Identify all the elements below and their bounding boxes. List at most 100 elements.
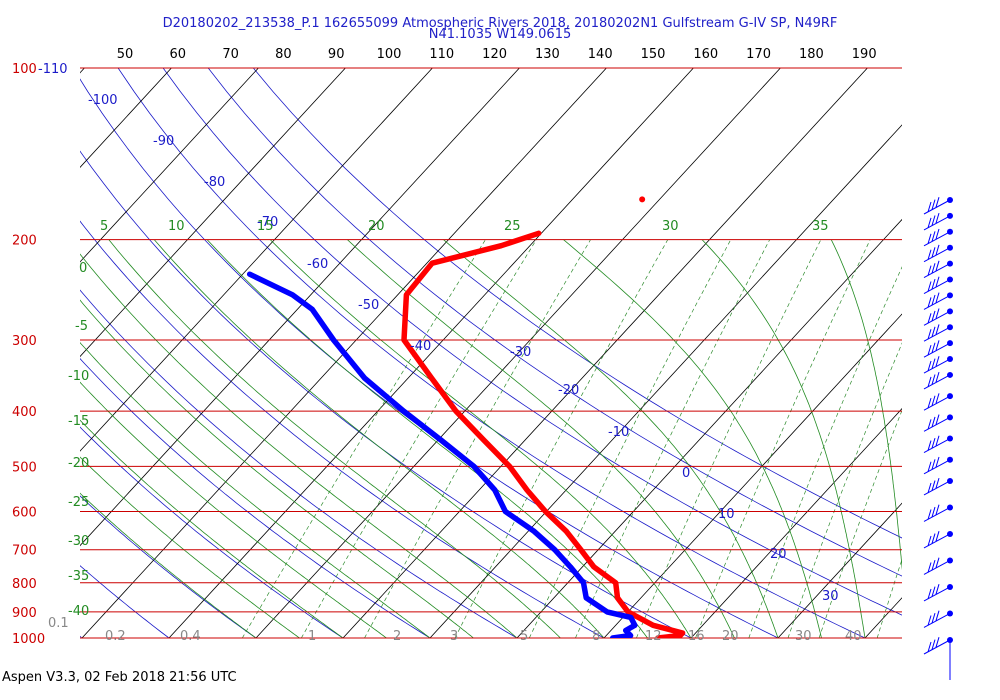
moist-adiabat-line — [563, 239, 822, 638]
wind-barb-flag — [931, 639, 936, 650]
mixing-ratio-label: 5 — [520, 629, 528, 644]
sounding-profiles — [246, 196, 686, 638]
pressure-label: 200 — [12, 234, 37, 249]
top-tick-label: 50 — [117, 47, 134, 62]
wind-barb-flag — [927, 509, 932, 520]
wind-barb — [923, 340, 953, 358]
moist-adiabat-label: 25 — [504, 219, 521, 234]
mixing-ratio-line — [636, 239, 822, 638]
wind-barb-flag — [931, 533, 936, 544]
wind-barb-flag — [931, 294, 936, 306]
mixing-ratio-line — [787, 342, 902, 638]
wind-barb-flag — [927, 440, 932, 451]
mixing-ratio-label: 0.4 — [180, 629, 201, 644]
dry-adiabat-label: -80 — [204, 175, 225, 190]
top-tick-label: 180 — [799, 47, 824, 62]
dry-adiabat-label: -60 — [307, 257, 328, 272]
pressure-label: 100 — [12, 62, 37, 77]
dry-adiabat-line — [80, 150, 692, 638]
mixing-ratio-label: 2 — [393, 629, 401, 644]
isotherm-line — [429, 124, 902, 638]
isotherm-line — [80, 68, 172, 168]
wind-barb-flag — [927, 461, 932, 472]
isotherm-line — [80, 68, 259, 263]
dry-adiabat-line — [117, 68, 866, 638]
moist-adiabat-label: 20 — [368, 219, 385, 234]
moist-adiabat-line — [80, 456, 300, 638]
top-tick-label: 130 — [535, 47, 560, 62]
wind-barb-flag — [927, 535, 932, 547]
pressure-label: 800 — [12, 577, 37, 592]
isobars — [80, 67, 902, 639]
dry-adiabat-line — [80, 495, 257, 638]
isotherm-line — [255, 68, 781, 638]
isotherm-line — [80, 68, 346, 358]
wind-barb-flag — [935, 244, 940, 256]
wind-barb-flag — [935, 324, 940, 335]
wind-barb-flag — [927, 281, 932, 292]
wind-barb-flag — [931, 326, 936, 337]
wind-barb — [923, 324, 953, 342]
dry-adiabat-label: 10 — [718, 507, 735, 522]
wind-barb-flag — [927, 249, 932, 260]
dry-adiabat-label: -40 — [410, 339, 431, 354]
top-tick-label: 190 — [852, 47, 877, 62]
moist-adiabat-label: -20 — [68, 456, 89, 471]
wind-barb-flag — [935, 228, 940, 240]
isotherm-line — [0, 55, 9, 650]
wind-barb — [923, 292, 953, 310]
moist-adiabat-line — [701, 239, 866, 638]
wind-barb-flag — [935, 504, 940, 515]
temperature-profile-line — [401, 230, 686, 638]
dry-adiabat-line — [80, 426, 344, 638]
dry-adiabat-line — [252, 68, 902, 539]
wind-barb-flag — [935, 276, 940, 287]
wind-barb-flag — [931, 506, 936, 518]
wind-barb-flag — [927, 588, 932, 600]
moist-adiabat-label: -5 — [75, 319, 88, 334]
wind-barb-flag — [927, 641, 932, 653]
wind-barb — [923, 260, 953, 279]
moist-adiabat-label: -10 — [68, 369, 89, 384]
wind-barb-flag — [935, 308, 940, 319]
wind-barb — [923, 583, 953, 602]
isotherm-line — [603, 313, 902, 638]
mixing-ratio-line — [454, 239, 669, 638]
dry-adiabat-label: -30 — [510, 345, 531, 360]
isotherm-line — [342, 68, 868, 638]
moist-adiabat-label: 0 — [79, 261, 87, 276]
wind-barb — [923, 456, 953, 475]
dry-adiabat-line — [0, 68, 9, 650]
wind-barb-flag — [935, 637, 940, 648]
isotherm-line — [80, 68, 85, 74]
wind-barb-flag — [931, 247, 936, 258]
wind-barb-flag — [931, 358, 936, 369]
wind-barb — [923, 244, 953, 263]
wind-barb — [923, 414, 953, 432]
wind-barb-flag — [931, 559, 936, 571]
top-tick-label: 90 — [328, 47, 345, 62]
mixing-ratio-label: 16 — [688, 629, 705, 644]
wind-barb-flag — [931, 374, 936, 385]
mixing-ratio-label: 8 — [592, 629, 600, 644]
pressure-label: 300 — [12, 334, 37, 349]
isotherm-line — [80, 68, 520, 547]
wind-barb-flag — [935, 584, 940, 595]
dry-adiabat-label: -50 — [358, 298, 379, 313]
mixing-ratio-line — [695, 239, 871, 638]
moist-adiabat-label: -30 — [68, 534, 89, 549]
pressure-label: 400 — [12, 405, 37, 420]
wind-barb — [923, 197, 953, 215]
mixing-ratio-label: 40 — [845, 629, 862, 644]
moist-adiabat-label: 5 — [100, 219, 108, 234]
wind-barb-flag — [935, 292, 940, 303]
moist-adiabat-label: 35 — [812, 219, 829, 234]
isotherm-line — [80, 68, 433, 452]
wind-barb — [923, 435, 953, 453]
isotherm-line — [864, 597, 902, 638]
isotherm-line — [777, 502, 902, 638]
temperature-point — [639, 196, 646, 203]
wind-barb-column — [923, 197, 953, 680]
chart-title: D20180202_213538_P.1 162655099 Atmospher… — [162, 16, 838, 31]
